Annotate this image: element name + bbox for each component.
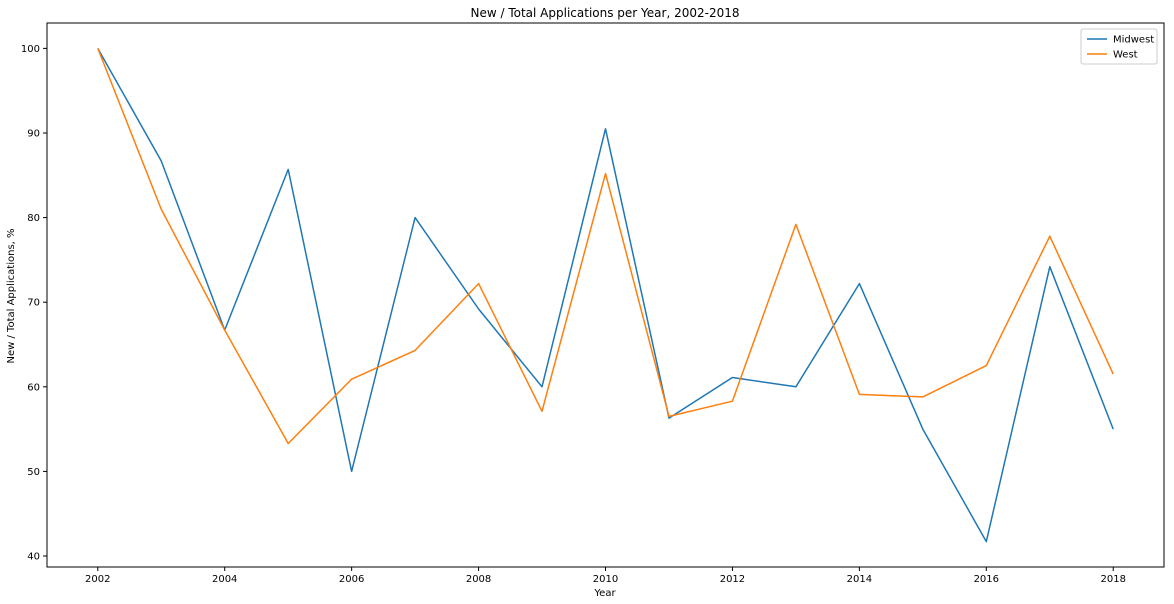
- y-tick-label: 70: [27, 298, 40, 309]
- y-axis: 40 50 60 70 80 90 100: [21, 44, 47, 563]
- x-tick-label: 2004: [212, 574, 237, 585]
- x-axis: 2002 2004 2006 2008 2010 2012 2014 2016 2018: [85, 567, 1126, 585]
- series-lines: [97, 48, 1114, 543]
- series-line-midwest: [97, 48, 1114, 543]
- legend-label-west: West: [1113, 50, 1138, 61]
- series-line-west: [97, 48, 1114, 445]
- x-tick-label: 2016: [974, 574, 999, 585]
- x-tick-label: 2012: [720, 574, 745, 585]
- x-tick-label: 2008: [466, 574, 491, 585]
- legend: Midwest West: [1080, 28, 1158, 65]
- x-tick-label: 2010: [593, 574, 618, 585]
- x-axis-label: Year: [593, 588, 616, 599]
- y-tick-label: 100: [21, 44, 40, 55]
- y-tick-label: 50: [27, 467, 40, 478]
- x-tick-label: 2018: [1101, 574, 1126, 585]
- plot-area: [46, 22, 1165, 568]
- legend-box: [1080, 28, 1158, 65]
- legend-label-midwest: Midwest: [1113, 35, 1154, 46]
- y-tick-label: 40: [27, 552, 40, 563]
- y-tick-label: 90: [27, 128, 40, 139]
- y-tick-label: 60: [27, 382, 40, 393]
- x-tick-label: 2002: [85, 574, 110, 585]
- y-tick-label: 80: [27, 213, 40, 224]
- plot-frame: [46, 22, 1165, 568]
- chart-title: New / Total Applications per Year, 2002-…: [471, 6, 740, 20]
- y-axis-label: New / Total Applications, %: [6, 228, 17, 363]
- x-tick-label: 2006: [339, 574, 364, 585]
- x-tick-label: 2014: [847, 574, 872, 585]
